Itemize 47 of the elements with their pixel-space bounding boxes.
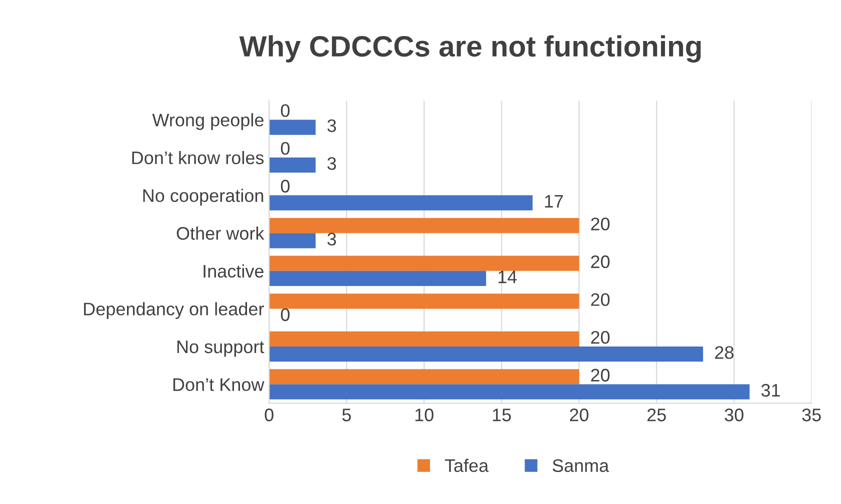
bar	[269, 369, 580, 384]
data-label: 3	[327, 119, 336, 132]
bar	[269, 120, 316, 135]
data-label: 0	[280, 180, 290, 193]
y-tick-label: Wrong people	[152, 113, 264, 130]
x-tick-label: 35	[802, 408, 821, 422]
x-tick-label: 5	[342, 408, 351, 422]
y-tick-label: No support	[177, 340, 264, 357]
y-tick-label: Inactive	[204, 264, 264, 278]
x-tick-label: 10	[415, 408, 434, 422]
bar	[269, 331, 580, 346]
bar	[269, 384, 750, 400]
data-label: 0	[280, 142, 290, 155]
x-tick-label: 0	[264, 408, 274, 422]
data-label: 17	[545, 195, 563, 208]
data-label: 0	[280, 308, 290, 322]
data-label: 3	[327, 232, 336, 246]
data-label: 14	[498, 270, 517, 284]
data-label: 20	[591, 368, 610, 382]
bar	[269, 218, 580, 234]
data-label: 31	[761, 384, 780, 397]
y-tick-label: Don’t Know	[173, 378, 264, 392]
data-label: 20	[591, 218, 610, 230]
data-label: 3	[327, 157, 336, 170]
bar	[269, 346, 704, 362]
legend-label: Sanma	[552, 459, 610, 472]
bar	[269, 195, 533, 210]
bar	[269, 256, 580, 271]
x-tick-label: 20	[570, 408, 588, 422]
y-tick-label: Other work	[176, 226, 264, 240]
data-label: 28	[715, 346, 734, 359]
x-tick-label: 30	[724, 408, 744, 422]
y-tick-label: No cooperation	[143, 188, 264, 206]
y-tick-label: Don’t know roles	[132, 150, 264, 164]
data-label: 0	[280, 104, 290, 117]
legend-label: Tafea	[444, 458, 489, 472]
x-tick-label: 25	[647, 408, 666, 422]
x-tick-label: 15	[492, 408, 511, 422]
chart-title: Why CDCCCs are not functioning	[239, 35, 701, 63]
bar	[269, 233, 316, 248]
data-label: 20	[591, 255, 610, 268]
data-label: 20	[591, 293, 610, 306]
bar	[269, 158, 316, 173]
data-label: 20	[591, 331, 610, 344]
bar	[269, 270, 486, 286]
y-tick-label: Dependancy on leader	[84, 302, 264, 319]
bar	[269, 294, 580, 309]
